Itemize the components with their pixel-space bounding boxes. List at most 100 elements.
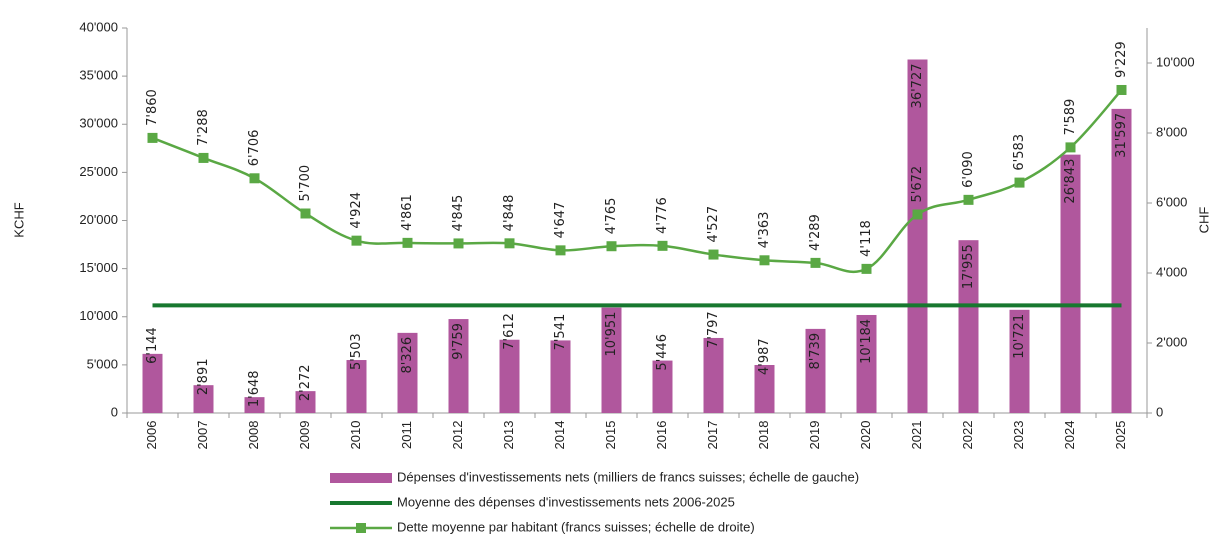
- data-label: 4'861: [400, 194, 415, 231]
- data-label: 10'721: [1012, 314, 1027, 359]
- y-tick-label: 40'000: [79, 19, 118, 34]
- marker: [300, 208, 311, 219]
- bar: [1009, 309, 1030, 413]
- x-tick-label: 2014: [552, 421, 567, 450]
- bar: [856, 314, 877, 413]
- bar: [448, 319, 469, 413]
- y-tick-label: 0: [111, 404, 118, 419]
- data-label: 4'987: [757, 338, 772, 375]
- data-label: 6'583: [1012, 134, 1027, 171]
- data-label: 4'845: [451, 195, 466, 232]
- y-tick-label: 20'000: [79, 212, 118, 227]
- marker: [402, 237, 413, 248]
- y2-tick-label: 10'000: [1156, 54, 1195, 69]
- bar: [295, 391, 316, 413]
- data-label: 5'672: [910, 166, 925, 203]
- bar: [244, 397, 265, 413]
- marker: [963, 194, 974, 205]
- x-tick-label: 2017: [705, 421, 720, 450]
- x-tick-label: 2006: [144, 421, 159, 450]
- data-label: 7'541: [553, 314, 568, 351]
- data-label: 7'860: [145, 89, 160, 126]
- bar: [1060, 154, 1081, 414]
- data-label: 6'090: [961, 151, 976, 188]
- x-tick-label: 2025: [1113, 421, 1128, 450]
- legend-label: Moyenne des dépenses d'investissements n…: [397, 494, 735, 509]
- data-label: 7'612: [502, 313, 517, 350]
- bar: [754, 365, 775, 413]
- y2-tick-label: 6'000: [1156, 194, 1187, 209]
- x-tick-label: 2013: [501, 421, 516, 450]
- data-label: 4'527: [706, 206, 721, 243]
- bar: [652, 360, 673, 413]
- x-tick-label: 2010: [348, 421, 363, 450]
- data-label: 6'706: [247, 130, 262, 167]
- marker: [453, 238, 464, 249]
- data-label: 2'891: [196, 359, 211, 396]
- legend-label: Dette moyenne par habitant (francs suiss…: [397, 519, 755, 534]
- data-label: 1'648: [247, 370, 262, 407]
- data-label: 9'759: [451, 323, 466, 360]
- x-tick-label: 2020: [858, 421, 873, 450]
- marker: [351, 235, 362, 246]
- data-label: 8'326: [400, 337, 415, 374]
- x-tick-label: 2011: [399, 421, 414, 449]
- marker: [606, 241, 617, 252]
- marker: [1014, 177, 1025, 188]
- bar: [805, 328, 826, 413]
- x-tick-label: 2024: [1062, 421, 1077, 450]
- y-tick-label: 5'000: [87, 356, 118, 371]
- y2-axis-label: CHF: [1196, 207, 1211, 234]
- data-label: 5'700: [298, 165, 313, 202]
- marker: [708, 249, 719, 260]
- bar: [958, 240, 979, 413]
- marker: [555, 245, 566, 256]
- data-label: 7'589: [1063, 99, 1078, 136]
- marker: [861, 263, 872, 274]
- legend-marker: [356, 523, 366, 533]
- x-tick-label: 2007: [195, 421, 210, 450]
- data-label: 7'797: [706, 311, 721, 348]
- data-label: 5'446: [655, 334, 670, 371]
- marker: [810, 257, 821, 268]
- data-label: 10'184: [859, 319, 874, 364]
- x-tick-label: 2019: [807, 421, 822, 450]
- x-tick-label: 2012: [450, 421, 465, 450]
- y2-tick-label: 4'000: [1156, 264, 1187, 279]
- data-label: 5'503: [349, 333, 364, 370]
- data-label: 7'288: [196, 109, 211, 146]
- legend-swatch: [330, 473, 392, 483]
- bar: [193, 385, 214, 413]
- marker: [504, 238, 515, 249]
- marker: [249, 173, 260, 184]
- y2-tick-label: 2'000: [1156, 334, 1187, 349]
- marker: [1116, 84, 1127, 95]
- y-axis-label: KCHF: [11, 202, 26, 237]
- marker: [912, 209, 923, 220]
- x-tick-label: 2009: [297, 421, 312, 450]
- y-tick-label: 35'000: [79, 68, 118, 83]
- legend-label: Dépenses d'investissements nets (millier…: [397, 469, 859, 484]
- data-label: 4'289: [808, 214, 823, 251]
- y-tick-label: 30'000: [79, 116, 118, 131]
- bar: [346, 360, 367, 413]
- x-tick-label: 2021: [909, 421, 924, 450]
- y-tick-label: 15'000: [79, 260, 118, 275]
- y2-tick-label: 8'000: [1156, 124, 1187, 139]
- data-label: 4'776: [655, 197, 670, 234]
- bar: [703, 337, 724, 413]
- bar: [1111, 108, 1132, 413]
- data-label: 9'229: [1114, 41, 1129, 78]
- data-label: 26'843: [1063, 159, 1078, 204]
- data-label: 17'955: [961, 244, 976, 289]
- x-tick-label: 2018: [756, 421, 771, 450]
- x-tick-label: 2016: [654, 421, 669, 450]
- bar: [907, 59, 928, 413]
- data-label: 8'739: [808, 333, 823, 370]
- x-tick-label: 2023: [1011, 421, 1026, 450]
- data-label: 2'272: [298, 364, 313, 401]
- marker: [147, 132, 158, 143]
- data-label: 36'727: [910, 64, 925, 109]
